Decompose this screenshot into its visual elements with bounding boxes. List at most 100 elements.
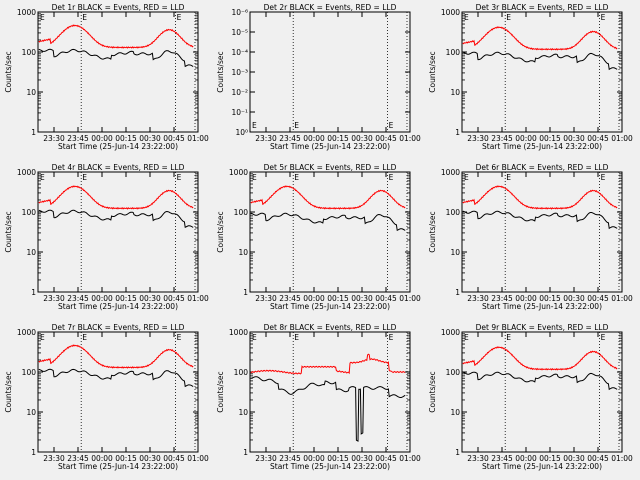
y-tick-label: 10⁻⁴ [231, 48, 248, 57]
x-tick-label: 23:45 [67, 294, 89, 303]
x-tick-label: 00:00 [303, 294, 325, 303]
x-tick-label: 01:00 [399, 454, 421, 463]
y-tick-label: 1000 [441, 8, 460, 17]
x-tick-label: 01:00 [187, 134, 209, 143]
events-series-line [38, 209, 194, 229]
eclipse-marker-label: E [82, 333, 87, 342]
y-tick-label: 10⁻⁵ [231, 28, 248, 37]
x-tick-label: 23:30 [467, 454, 489, 463]
x-tick-label: 23:30 [43, 454, 65, 463]
eclipse-marker-label: E [506, 13, 511, 22]
eclipse-marker-label: E [177, 173, 182, 182]
eclipse-marker-label: E [294, 121, 299, 130]
x-tick-label: 00:45 [587, 294, 609, 303]
x-tick-label: 23:45 [279, 294, 301, 303]
start-marker-label: E [464, 13, 469, 22]
lld-series-line [462, 26, 618, 51]
x-axis-label: Start Time (25-Jun-14 23:22:00) [270, 302, 390, 311]
y-tick-label: 100 [234, 208, 249, 217]
detector-panel: Det 3r BLACK = Events, RED = LLD Counts/s… [428, 3, 633, 151]
panel-title: Det 6r BLACK = Events, RED = LLD [476, 163, 609, 172]
y-tick-label: 1000 [17, 328, 36, 337]
panel-title: Det 8r BLACK = Events, RED = LLD [264, 323, 397, 332]
eclipse-marker-label: E [506, 173, 511, 182]
y-tick-label: 1000 [17, 168, 36, 177]
x-tick-label: 00:00 [91, 454, 113, 463]
start-marker-label: E [252, 121, 257, 130]
x-tick-label: 01:00 [611, 294, 633, 303]
x-tick-label: 23:45 [67, 134, 89, 143]
x-tick-label: 23:45 [279, 454, 301, 463]
x-axis-label: Start Time (25-Jun-14 23:22:00) [58, 302, 178, 311]
x-tick-label: 00:45 [163, 294, 185, 303]
x-tick-label: 00:30 [563, 454, 585, 463]
y-tick-label: 1 [455, 128, 460, 137]
y-tick-label: 10 [450, 248, 460, 257]
x-tick-label: 00:15 [539, 134, 561, 143]
y-tick-label: 1 [31, 448, 36, 457]
y-tick-label: 10 [26, 408, 36, 417]
y-tick-label: 1000 [441, 168, 460, 177]
y-tick-label: 10⁻¹ [231, 108, 248, 117]
x-tick-label: 00:30 [563, 294, 585, 303]
y-tick-label: 100 [446, 48, 461, 57]
y-tick-label: 10⁻³ [231, 68, 248, 77]
y-tick-label: 100 [234, 368, 249, 377]
y-tick-label: 100 [22, 48, 37, 57]
plot-frame [37, 171, 199, 293]
x-axis-label: Start Time (25-Jun-14 23:22:00) [58, 462, 178, 471]
x-tick-label: 01:00 [187, 294, 209, 303]
x-tick-label: 00:45 [587, 454, 609, 463]
eclipse-marker-label: E [294, 333, 299, 342]
detector-panel: Det 9r BLACK = Events, RED = LLD Counts/s… [428, 323, 633, 471]
x-tick-label: 23:45 [67, 454, 89, 463]
x-tick-label: 00:45 [375, 134, 397, 143]
eclipse-marker-label: E [177, 333, 182, 342]
y-axis-label: Counts/sec [216, 211, 225, 252]
x-tick-label: 23:30 [43, 134, 65, 143]
detector-panel: Det 1r BLACK = Events, RED = LLD Counts/s… [4, 3, 209, 151]
x-tick-label: 00:45 [163, 134, 185, 143]
panel-title: Det 4r BLACK = Events, RED = LLD [52, 163, 185, 172]
y-axis-label: Counts/sec [4, 51, 13, 92]
plot-frame [249, 171, 411, 293]
lld-series-line [38, 185, 194, 210]
x-axis-label: Start Time (25-Jun-14 23:22:00) [482, 302, 602, 311]
x-tick-label: 00:30 [563, 134, 585, 143]
y-tick-label: 10 [238, 248, 248, 257]
x-tick-label: 23:45 [491, 454, 513, 463]
x-tick-label: 00:30 [139, 454, 161, 463]
y-tick-label: 1 [243, 288, 248, 297]
plot-frame [249, 331, 411, 453]
x-tick-label: 01:00 [399, 294, 421, 303]
y-tick-label: 1 [243, 448, 248, 457]
start-marker-label: E [40, 13, 45, 22]
panel-title: Det 1r BLACK = Events, RED = LLD [52, 3, 185, 12]
x-tick-label: 00:30 [351, 134, 373, 143]
x-tick-label: 23:45 [279, 134, 301, 143]
x-tick-label: 23:30 [467, 294, 489, 303]
events-series-line [462, 51, 618, 71]
y-axis-label: Counts/sec [216, 371, 225, 412]
eclipse-marker-label: E [82, 13, 87, 22]
eclipse-marker-label: E [177, 13, 182, 22]
detector-panel: Det 5r BLACK = Events, RED = LLD Counts/s… [216, 163, 421, 311]
x-tick-label: 00:30 [351, 454, 373, 463]
eclipse-marker-label: E [294, 173, 299, 182]
x-tick-label: 00:45 [375, 294, 397, 303]
x-tick-label: 00:45 [375, 454, 397, 463]
eclipse-marker-label: E [601, 333, 606, 342]
events-series-line [38, 48, 194, 68]
x-tick-label: 00:00 [515, 134, 537, 143]
x-axis-label: Start Time (25-Jun-14 23:22:00) [482, 142, 602, 151]
x-tick-label: 23:30 [255, 454, 277, 463]
y-tick-label: 100 [22, 368, 37, 377]
y-tick-label: 1 [31, 288, 36, 297]
y-tick-label: 100 [446, 208, 461, 217]
eclipse-marker-label: E [601, 173, 606, 182]
x-tick-label: 00:15 [539, 294, 561, 303]
x-tick-label: 23:45 [491, 134, 513, 143]
x-tick-label: 00:00 [515, 454, 537, 463]
y-tick-label: 10 [450, 88, 460, 97]
